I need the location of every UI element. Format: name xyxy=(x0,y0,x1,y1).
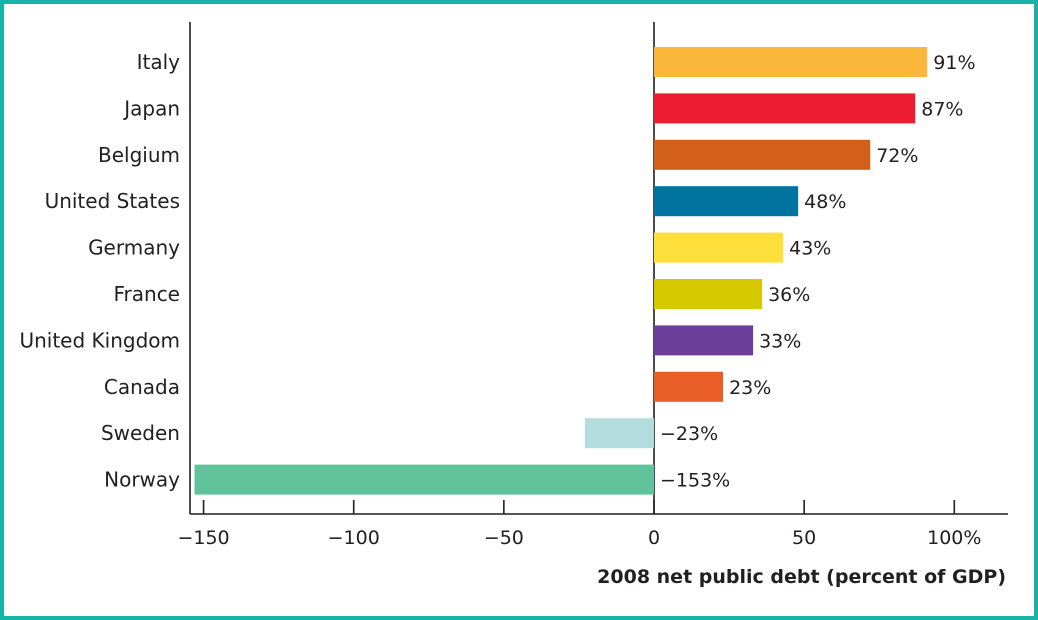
data-label: 91% xyxy=(933,52,975,74)
category-label: United Kingdom xyxy=(19,328,180,352)
data-label: 87% xyxy=(921,98,963,120)
bar-sweden xyxy=(584,418,654,449)
data-label: 43% xyxy=(789,238,831,260)
bar-germany xyxy=(654,232,784,263)
x-axis-title: 2008 net public debt (percent of GDP) xyxy=(597,566,1006,588)
x-tick-label: 0 xyxy=(648,527,660,549)
bar-united-kingdom xyxy=(654,325,754,356)
category-label: Germany xyxy=(88,236,180,260)
x-tick-label: 50 xyxy=(792,527,816,549)
x-tick-label: −100 xyxy=(328,527,380,549)
data-label: 23% xyxy=(729,377,771,399)
x-tick-label: −50 xyxy=(484,527,524,549)
category-label: Belgium xyxy=(98,143,180,167)
category-label: France xyxy=(113,282,180,306)
data-label: 72% xyxy=(876,145,918,167)
data-label: 33% xyxy=(759,330,801,352)
category-label: United States xyxy=(45,189,180,213)
bar-france xyxy=(654,279,763,309)
data-label: −153% xyxy=(660,470,730,492)
category-label: Norway xyxy=(104,468,180,492)
category-label: Japan xyxy=(122,96,180,120)
bar-united-states xyxy=(654,186,799,217)
category-label: Italy xyxy=(137,50,181,74)
data-label: −23% xyxy=(660,423,718,445)
bar-japan xyxy=(654,93,916,124)
bar-canada xyxy=(654,371,724,402)
data-label: 48% xyxy=(804,191,846,213)
bar-italy xyxy=(654,47,928,77)
category-label: Sweden xyxy=(101,421,180,445)
data-label: 36% xyxy=(768,284,810,306)
category-label: Canada xyxy=(104,375,180,399)
bar-norway xyxy=(194,464,654,495)
bar-belgium xyxy=(654,139,871,170)
x-tick-label: 100% xyxy=(927,527,981,549)
x-tick-label: −150 xyxy=(177,527,229,549)
